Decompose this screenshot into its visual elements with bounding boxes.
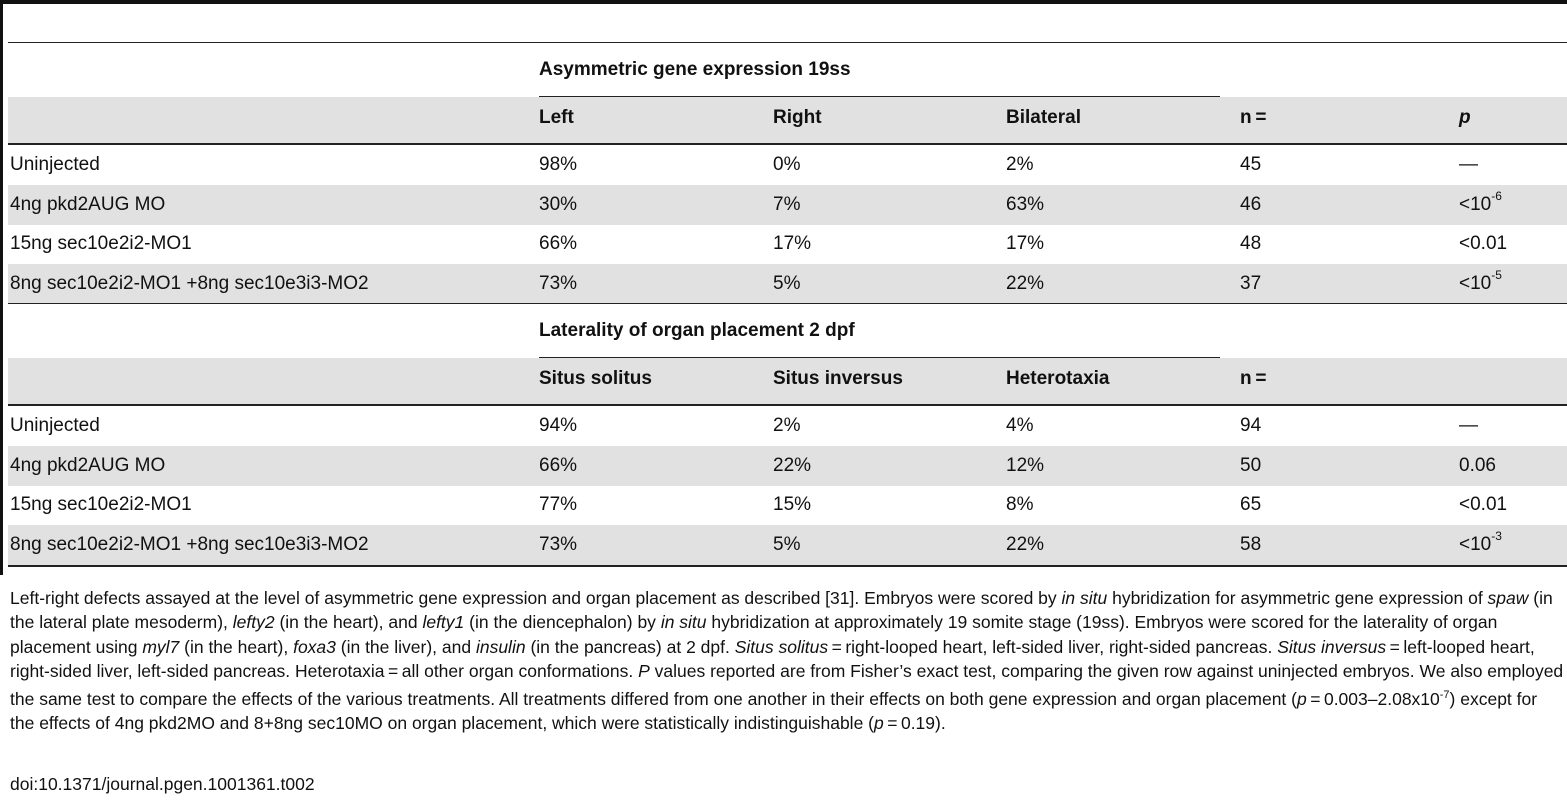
section1-header-rule	[8, 143, 1567, 145]
header-n: n =	[1240, 107, 1267, 128]
row-shade	[8, 446, 1567, 486]
row-n: 46	[1240, 194, 1262, 215]
row-value: 73%	[539, 273, 578, 294]
row-value: 4%	[1006, 415, 1034, 436]
section2-title-rule	[539, 357, 1220, 358]
row-label: 4ng pkd2AUG MO	[10, 455, 166, 476]
table-top-rule	[8, 42, 1567, 43]
row-p: <10-6	[1459, 189, 1502, 215]
table-caption: Left-right defects assayed at the level …	[10, 588, 1564, 734]
header-p: p	[1459, 107, 1471, 128]
row-value: 7%	[773, 194, 801, 215]
doi-text: doi:10.1371/journal.pgen.1001361.t002	[10, 774, 315, 794]
table-row: Uninjected 94% 2% 4% 94 —	[0, 406, 1567, 446]
row-value: 63%	[1006, 194, 1045, 215]
table-row: 4ng pkd2AUG MO 30% 7% 63% 46 <10-6	[0, 185, 1567, 225]
row-value: 22%	[1006, 273, 1045, 294]
row-value: 2%	[1006, 154, 1034, 175]
row-label: 15ng sec10e2i2-MO1	[10, 494, 192, 515]
row-value: 8%	[1006, 494, 1034, 515]
header-bilateral: Bilateral	[1006, 107, 1081, 128]
row-n: 94	[1240, 415, 1262, 436]
row-n: 50	[1240, 455, 1262, 476]
header-left: Left	[539, 107, 574, 128]
section2-header-shade	[8, 358, 1567, 404]
row-p: <0.01	[1459, 233, 1508, 254]
section2-header-row: Situs solitus Situs inversus Heterotaxia…	[0, 358, 1567, 404]
top-border	[0, 0, 1567, 4]
row-value: 66%	[539, 455, 578, 476]
row-n: 48	[1240, 233, 1262, 254]
row-value: 30%	[539, 194, 578, 215]
header-right: Right	[773, 107, 822, 128]
table-row: 8ng sec10e2i2-MO1 +8ng sec10e3i3-MO2 73%…	[0, 264, 1567, 304]
row-n: 45	[1240, 154, 1262, 175]
row-label: Uninjected	[10, 154, 100, 175]
row-p: <0.01	[1459, 494, 1508, 515]
row-label: 15ng sec10e2i2-MO1	[10, 233, 192, 254]
header-heterotaxia: Heterotaxia	[1006, 368, 1110, 389]
row-n: 37	[1240, 273, 1262, 294]
left-border	[0, 0, 3, 575]
section1-title: Asymmetric gene expression 19ss	[539, 59, 851, 80]
row-value: 73%	[539, 534, 578, 555]
row-value: 98%	[539, 154, 578, 175]
row-value: 0%	[773, 154, 801, 175]
row-p: —	[1459, 415, 1478, 436]
section1-title-rule	[539, 96, 1220, 97]
row-label: 8ng sec10e2i2-MO1 +8ng sec10e3i3-MO2	[10, 273, 369, 294]
table-row: 4ng pkd2AUG MO 66% 22% 12% 50 0.06	[0, 446, 1567, 486]
row-value: 2%	[773, 415, 801, 436]
row-label: Uninjected	[10, 415, 100, 436]
row-p: —	[1459, 154, 1478, 175]
row-p: 0.06	[1459, 455, 1496, 476]
row-value: 5%	[773, 534, 801, 555]
section1-header-row: Left Right Bilateral n = p	[0, 97, 1567, 143]
row-p: <10-3	[1459, 529, 1502, 555]
row-value: 17%	[773, 233, 812, 254]
table-bottom-rule	[8, 565, 1567, 567]
header-situs-solitus: Situs solitus	[539, 368, 652, 389]
row-value: 22%	[1006, 534, 1045, 555]
row-value: 77%	[539, 494, 578, 515]
row-value: 15%	[773, 494, 812, 515]
header-n: n =	[1240, 368, 1267, 389]
header-situs-inversus: Situs inversus	[773, 368, 903, 389]
row-value: 66%	[539, 233, 578, 254]
row-value: 94%	[539, 415, 578, 436]
table-row: 15ng sec10e2i2-MO1 77% 15% 8% 65 <0.01	[0, 485, 1567, 525]
section2-title: Laterality of organ placement 2 dpf	[539, 320, 855, 341]
row-value: 12%	[1006, 455, 1045, 476]
row-label: 4ng pkd2AUG MO	[10, 194, 166, 215]
row-shade	[8, 264, 1567, 303]
section-divider	[8, 303, 1567, 304]
section2-header-rule	[8, 404, 1567, 406]
row-value: 17%	[1006, 233, 1045, 254]
section1-header-shade	[8, 97, 1567, 143]
row-value: 5%	[773, 273, 801, 294]
row-label: 8ng sec10e2i2-MO1 +8ng sec10e3i3-MO2	[10, 534, 369, 555]
row-n: 58	[1240, 534, 1262, 555]
table-row: 15ng sec10e2i2-MO1 66% 17% 17% 48 <0.01	[0, 224, 1567, 264]
row-shade	[8, 525, 1567, 565]
row-p: <10-5	[1459, 268, 1502, 294]
row-value: 22%	[773, 455, 812, 476]
table-row: Uninjected 98% 0% 2% 45 —	[0, 145, 1567, 185]
table-row: 8ng sec10e2i2-MO1 +8ng sec10e3i3-MO2 73%…	[0, 525, 1567, 565]
row-n: 65	[1240, 494, 1262, 515]
row-shade	[8, 185, 1567, 225]
